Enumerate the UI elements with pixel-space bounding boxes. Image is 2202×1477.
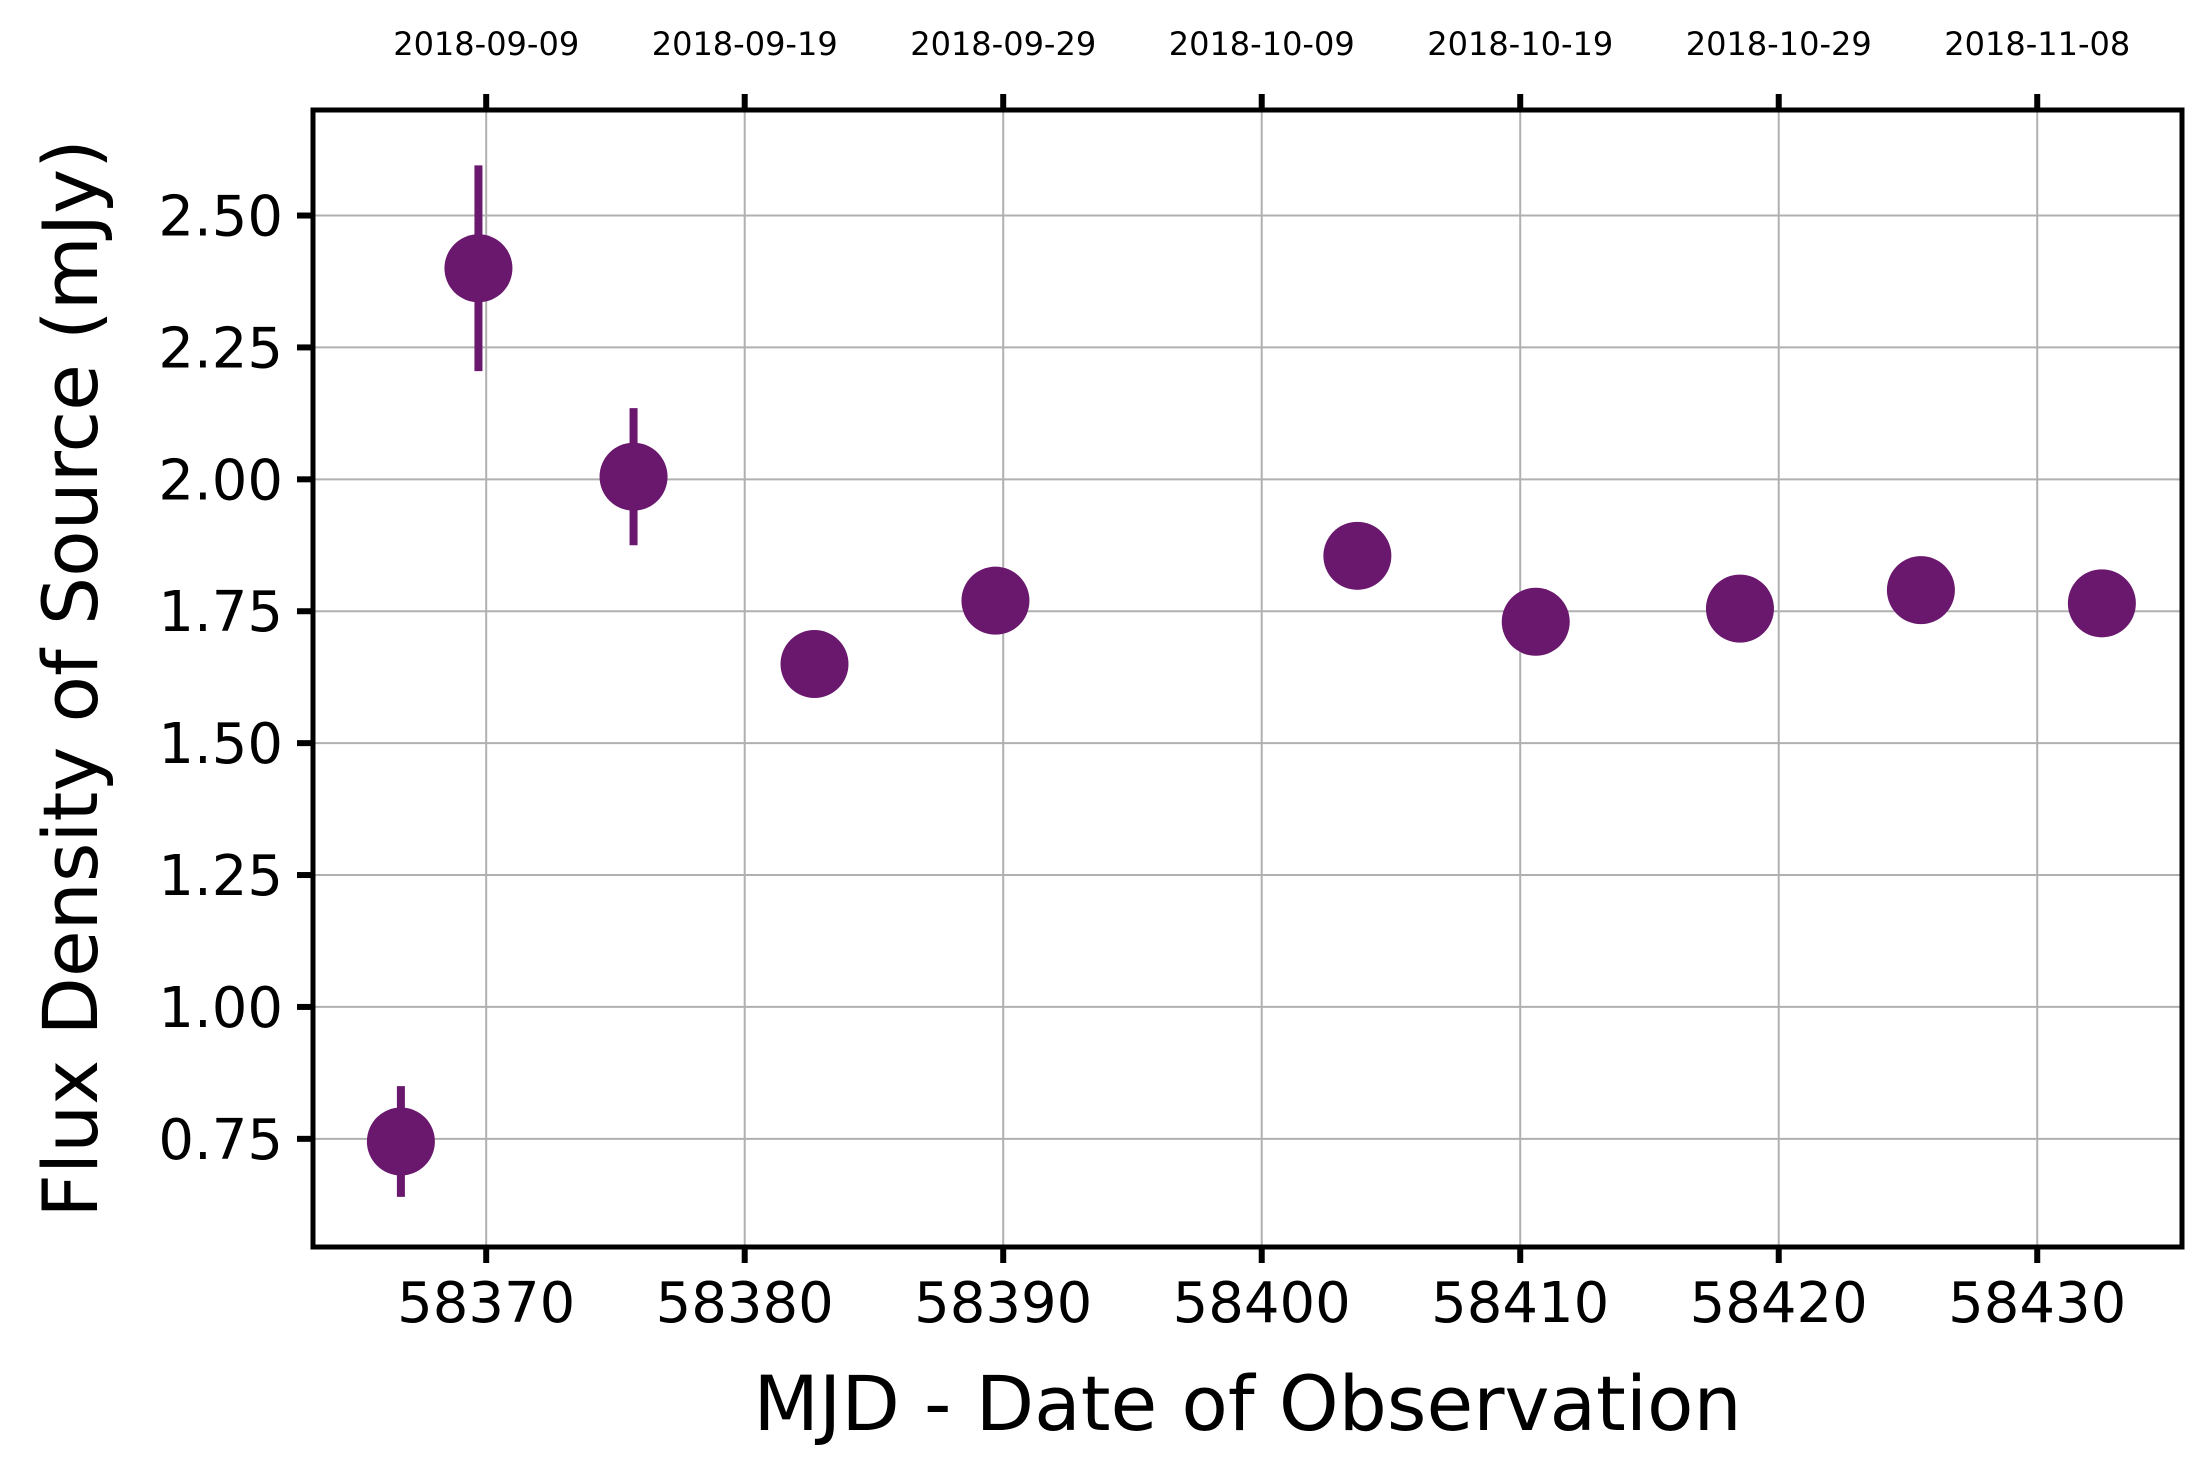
left-axis: 0.75 1.00 1.25 1.50 1.75 2.00 2.25 2.50	[158, 185, 313, 1173]
y-tick-label: 2.00	[158, 448, 283, 513]
y-tick-label: 1.50	[158, 712, 283, 777]
plot-frame	[310, 107, 2185, 1250]
y-tick-label: 1.25	[158, 844, 283, 909]
data-point	[961, 566, 1030, 635]
data-point	[366, 1107, 435, 1176]
x-tick-label: 58430	[1948, 1271, 2126, 1336]
x-axis-title: MJD - Date of Observation	[753, 1359, 1741, 1448]
top-axis: 2018-09-09 2018-09-19 2018-09-29 2018-10-09…	[393, 25, 2130, 110]
x-tick-label: 58390	[914, 1271, 1092, 1336]
top-tick-label: 2018-10-09	[1169, 25, 1355, 63]
data-point	[1705, 574, 1774, 643]
top-tick-label: 2018-09-29	[910, 25, 1096, 63]
data-point	[1501, 587, 1570, 656]
x-tick-label: 58410	[1431, 1271, 1609, 1336]
y-tick-label: 0.75	[158, 1108, 283, 1173]
data-point	[780, 629, 849, 698]
data-point	[1323, 521, 1392, 590]
y-tick-label: 2.50	[158, 185, 283, 250]
grid	[313, 110, 2182, 1247]
y-axis-title: Flux Density of Source (mJy)	[26, 139, 115, 1218]
top-tick-label: 2018-09-09	[393, 25, 579, 63]
x-tick-label: 58420	[1690, 1271, 1868, 1336]
y-tick-label: 2.25	[158, 316, 283, 381]
data-point	[2067, 569, 2136, 638]
x-tick-label: 58370	[397, 1271, 575, 1336]
data-point	[1886, 556, 1955, 625]
top-tick-label: 2018-10-29	[1686, 25, 1872, 63]
data-point	[599, 442, 668, 511]
x-tick-label: 58400	[1173, 1271, 1351, 1336]
top-tick-label: 2018-11-08	[1944, 25, 2130, 63]
y-tick-label: 1.00	[158, 976, 283, 1041]
top-tick-label: 2018-09-19	[652, 25, 838, 63]
bottom-axis: 58370 58380 58390 58400 58410 58420 58430	[397, 1247, 2126, 1336]
data-point	[444, 234, 513, 303]
data-points	[366, 165, 2136, 1197]
top-tick-label: 2018-10-19	[1427, 25, 1613, 63]
y-tick-label: 1.75	[158, 580, 283, 645]
x-tick-label: 58380	[656, 1271, 834, 1336]
